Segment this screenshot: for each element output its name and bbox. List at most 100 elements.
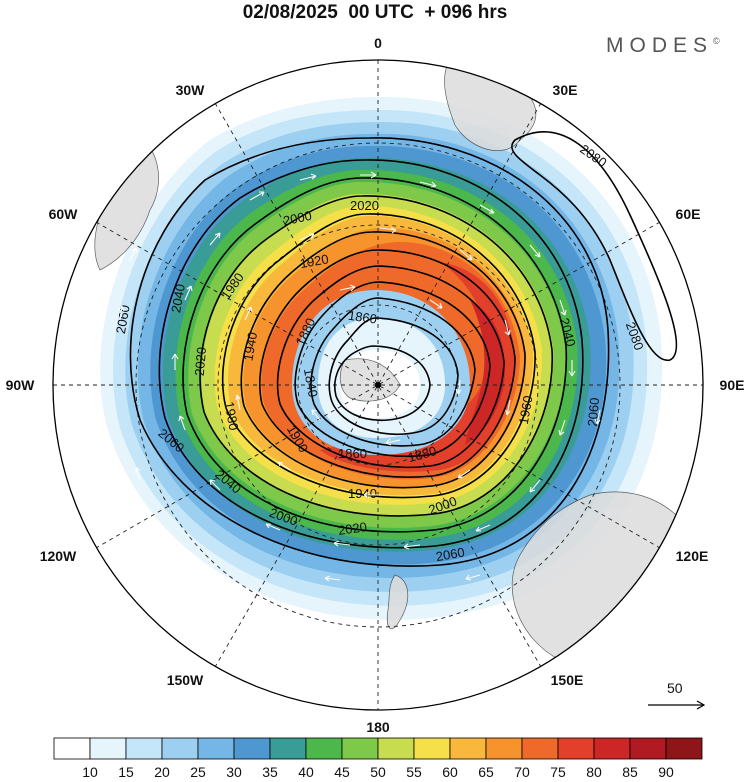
colorbar-tick-label: 20 [154, 764, 170, 780]
contour-label-2000: 2000 [282, 208, 313, 229]
wind-arrow [209, 232, 221, 246]
new-zealand [386, 574, 408, 630]
contour-label-2040: 2040 [168, 283, 188, 314]
wind-arrow [429, 299, 443, 309]
wind-arrow [459, 249, 473, 261]
wind-arrow [118, 305, 125, 321]
wind-arrow [235, 394, 241, 411]
contour-label-1940: 1940 [240, 331, 260, 362]
contour-label-2020: 2020 [192, 346, 209, 376]
reference-vector-head [696, 700, 706, 710]
wind-arrow [363, 491, 380, 499]
contour-1880-line [310, 297, 476, 447]
wind-arrow [505, 399, 511, 416]
wind-arrow [360, 171, 377, 179]
brand-name: MODES [606, 34, 714, 57]
longitude-label-0: 0 [374, 35, 382, 51]
colorbar-swatch [629, 737, 667, 760]
colorbar-tick-label: 40 [298, 764, 314, 780]
contour-2000-line [199, 195, 553, 517]
longitude-label-90e: 90E [720, 377, 745, 393]
colorbar-swatch [233, 737, 271, 760]
contour-1840-line [334, 345, 431, 422]
contour-2020-line [182, 177, 568, 533]
south-pole-marker [375, 382, 381, 388]
wind-arrow [479, 204, 495, 214]
colorbar-tick-label: 90 [658, 764, 674, 780]
colorbar-swatch [377, 737, 415, 760]
latitude-circle [297, 304, 459, 466]
contour-2080-line [511, 131, 678, 361]
contour-label-1860: 1860 [347, 308, 378, 327]
colorbar-tick-label: 65 [478, 764, 494, 780]
wind-arrow [558, 419, 566, 436]
colorbar-swatch [521, 737, 559, 760]
colorbar-swatch [89, 737, 127, 760]
colorbar-tick-label: 55 [406, 764, 422, 780]
contour-label-1840: 1840 [301, 367, 321, 398]
wind-arrow [529, 244, 541, 258]
contour-label-1980: 1980 [222, 400, 242, 431]
chart-title: 02/08/2025 00 UTC + 096 hrs [242, 2, 508, 23]
wind-arrow [475, 524, 491, 532]
wind-arrow [333, 540, 351, 547]
colorbar-tick-label: 25 [190, 764, 206, 780]
colorbar-tick-label: 10 [82, 764, 98, 780]
colorbar-swatch [485, 737, 523, 760]
band-75 [320, 262, 515, 472]
longitude-label-30e: 30E [553, 82, 578, 98]
wind-arrow [403, 543, 421, 550]
longitude-label-150e: 150E [551, 672, 584, 688]
colorbar-tick-label: 85 [622, 764, 638, 780]
colorbar-swatch [557, 737, 595, 760]
wind-vectors [118, 171, 601, 582]
brand-logo: MODES© [606, 34, 720, 58]
colorbar-tick-label: 60 [442, 764, 458, 780]
contour-label-1940: 1940 [348, 486, 377, 501]
contour-label-1960: 1960 [516, 394, 536, 425]
contour-label-1920: 1920 [299, 251, 330, 271]
map-disc: 2080 2080 2060 2060 2060 2060 2040 2040 … [53, 60, 703, 710]
longitude-label-120e: 120E [676, 548, 709, 564]
colorbar-swatch [665, 737, 703, 760]
contour-label-1880: 1880 [406, 443, 438, 465]
contour-label-2020: 2020 [337, 519, 368, 538]
contour-1980-line [221, 213, 536, 499]
colorbar-swatch [161, 737, 199, 760]
antarctica-fragment [339, 358, 401, 402]
wind-arrow [171, 353, 179, 370]
longitude-labels: 0 30W 30E 60W 60E 90W 90E 120W 120E 150W… [6, 35, 745, 735]
contour-1960-line [240, 231, 526, 489]
longitude-label-30w: 30W [176, 82, 206, 98]
colorbar-swatch [197, 737, 235, 760]
colorbar-swatch [593, 737, 631, 760]
colorbar-tick-label: 50 [370, 764, 386, 780]
longitude-label-60e: 60E [676, 206, 701, 222]
contour-label-2020: 2020 [350, 198, 379, 213]
contour-label-2040: 2040 [557, 316, 579, 348]
wind-arrow [265, 523, 281, 531]
wind-arrow [339, 284, 356, 292]
reference-vector-label: 50 [667, 680, 683, 696]
wind-arrow [178, 415, 186, 431]
wind-arrow [184, 285, 193, 301]
colorbar-tick-label: 75 [550, 764, 566, 780]
contour-1860-line [328, 317, 459, 436]
colorbar-tick-label: 35 [262, 764, 278, 780]
contour-label-1860: 1860 [338, 446, 367, 461]
colorbar-swatch [449, 737, 487, 760]
latitude-circle [217, 224, 539, 546]
colorbar-swatch [341, 737, 379, 760]
colorbar-tick-label: 45 [334, 764, 350, 780]
contour-label-2060: 2060 [435, 544, 466, 564]
wind-arrow [419, 181, 437, 188]
reference-vector: 50 [648, 680, 706, 710]
longitude-label-60w: 60W [49, 206, 79, 222]
contour-2060-line [129, 137, 610, 567]
colorbar-tick-label: 15 [118, 764, 134, 780]
wind-arrow [299, 233, 315, 241]
wind-arrow [465, 574, 481, 581]
wind-arrow [324, 575, 341, 582]
colorbar-swatch [413, 737, 451, 760]
colorbar-swatch [269, 737, 307, 760]
